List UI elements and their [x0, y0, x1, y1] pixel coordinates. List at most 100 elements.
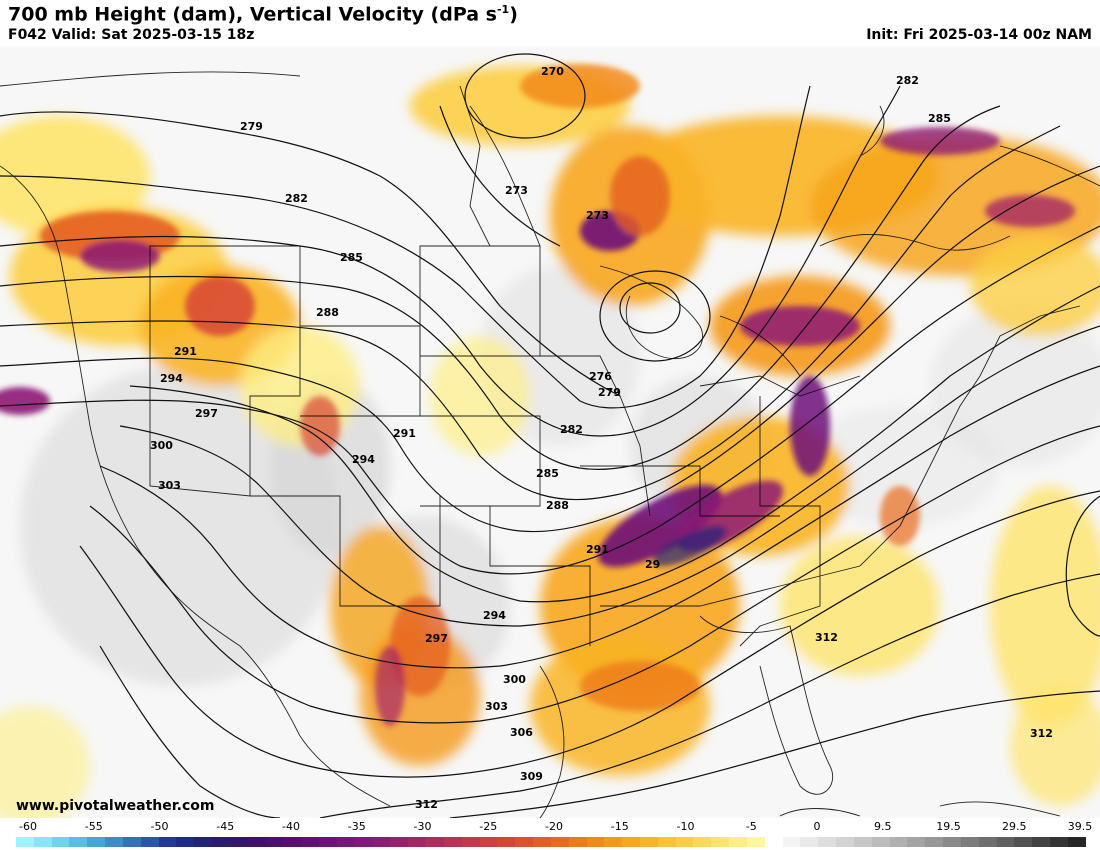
- weather-map[interactable]: 270 273 273 276 279 279 282 282 282 285 …: [0, 46, 1100, 818]
- colorbar-swatch: [16, 837, 34, 847]
- website-link[interactable]: www.pivotalweather.com: [16, 798, 215, 814]
- contour-label: 303: [158, 479, 181, 492]
- colorbar-swatch: [782, 837, 801, 847]
- contour-label: 300: [150, 439, 173, 452]
- colorbar-swatch: [533, 837, 551, 847]
- contour-label: 270: [541, 65, 564, 78]
- colorbar-tick-label: -5: [745, 820, 757, 833]
- contour-label: 312: [1030, 727, 1053, 740]
- colorbar-tick-label: 9.5: [874, 820, 892, 833]
- colorbar-swatch: [675, 837, 694, 847]
- colorbar-swatch: [960, 837, 979, 847]
- colorbar-swatch: [497, 837, 516, 847]
- geographic-borders: [0, 71, 1100, 818]
- colorbar-swatch: [818, 837, 837, 847]
- contour-label: 285: [928, 112, 951, 125]
- colorbar-swatch: [515, 837, 534, 847]
- colorbar-tick-label: -30: [413, 820, 432, 833]
- contour-label: 303: [485, 700, 508, 713]
- colorbar-swatch: [925, 837, 944, 847]
- colorbar-tick-label: -25: [479, 820, 498, 833]
- colorbar-swatch: [657, 837, 676, 847]
- colorbar-tick-label: -50: [150, 820, 169, 833]
- colorbar-swatch: [140, 837, 159, 847]
- contour-label: 285: [536, 467, 559, 480]
- colorbar-swatch: [996, 837, 1015, 847]
- contour-label: 300: [503, 673, 526, 686]
- colorbar-swatch: [943, 837, 961, 847]
- colorbar-swatch: [265, 837, 284, 847]
- contour-label: 291: [393, 427, 416, 440]
- contour-label: 273: [505, 184, 528, 197]
- contour-label: 297: [425, 632, 448, 645]
- contour-label: 273: [586, 209, 609, 222]
- colorbar-swatch: [853, 837, 872, 847]
- colorbar-swatch: [408, 837, 427, 847]
- colorbar-tick-label: -20: [545, 820, 563, 833]
- colorbar-tick-label: -15: [610, 820, 629, 833]
- colorbar-swatch: [229, 837, 248, 847]
- colorbar-swatch: [319, 837, 337, 847]
- valid-time: F042 Valid: Sat 2025-03-15 18z: [8, 27, 255, 43]
- colorbar-swatch: [836, 837, 854, 847]
- colorbar-swatch: [1067, 837, 1086, 847]
- colorbar-swatch: [1032, 837, 1051, 847]
- contour-label: 282: [285, 192, 308, 205]
- contour-label: 282: [560, 423, 583, 436]
- colorbar-swatch: [87, 837, 106, 847]
- strong-lift-cores: [0, 64, 1075, 726]
- colorbar-swatch: [1014, 837, 1033, 847]
- colorbar-swatch: [693, 837, 712, 847]
- contour-label: 29: [645, 558, 660, 571]
- colorbar-swatch: [800, 837, 819, 847]
- colorbar-swatch: [550, 837, 569, 847]
- colorbar-swatch: [158, 837, 177, 847]
- contour-label: 294: [352, 453, 375, 466]
- pivotal-weather-logo: pivotal weather: [779, 814, 1100, 818]
- contour-label: 312: [815, 631, 838, 644]
- contour-label: 294: [483, 609, 506, 622]
- colorbar-swatch: [1050, 837, 1068, 847]
- contour-label: 291: [586, 543, 609, 556]
- colorbar-ticks: -60 -55 -50 -45 -40 -35 -30 -25 -20 -15 -10 -5 0 9.5 1…: [0, 818, 1100, 836]
- contour-label: 285: [340, 251, 363, 264]
- colorbar-swatch: [336, 837, 355, 847]
- contour-label: 306: [510, 726, 533, 739]
- colorbar-swatch: [105, 837, 123, 847]
- colorbar-swatch: [604, 837, 623, 847]
- colorbar-swatch: [586, 837, 605, 847]
- colorbar-swatch: [390, 837, 409, 847]
- colorbar-swatch: [176, 837, 195, 847]
- colorbar-tick-label: 29.5: [1002, 820, 1027, 833]
- contour-label: 294: [160, 372, 183, 385]
- colorbar-swatch: [479, 837, 498, 847]
- colorbar-swatch: [247, 837, 266, 847]
- contour-label: 291: [174, 345, 197, 358]
- colorbar-swatch: [978, 837, 997, 847]
- init-time: Init: Fri 2025-03-14 00z NAM: [866, 27, 1092, 43]
- colorbar-swatch: [426, 837, 444, 847]
- colorbar-swatch: [194, 837, 213, 847]
- colorbar-swatch: [729, 837, 747, 847]
- colorbar-swatch: [354, 837, 373, 847]
- colorbar-swatch: [907, 837, 926, 847]
- colorbar-swatch: [122, 837, 141, 847]
- colorbar-swatch: [568, 837, 587, 847]
- colorbar-swatch: [889, 837, 908, 847]
- contour-label: 279: [598, 386, 621, 399]
- colorbar-tick-label: -55: [84, 820, 103, 833]
- colorbar-swatches: [16, 837, 1086, 847]
- colorbar-swatch: [461, 837, 480, 847]
- colorbar-tick-label: -10: [676, 820, 695, 833]
- map-canvas: 270 273 273 276 279 279 282 282 282 285 …: [0, 53, 1100, 818]
- colorbar-swatch: [746, 837, 765, 847]
- colorbar-tick-label: -60: [19, 820, 37, 833]
- contour-label: 312: [415, 798, 438, 811]
- colorbar-tick-label: 39.5: [1067, 820, 1093, 833]
- colorbar-swatch: [443, 837, 462, 847]
- colorbar-swatch: [69, 837, 88, 847]
- chart-title: 700 mb Height (dam), Vertical Velocity (…: [8, 3, 518, 26]
- colorbar-legend: -60 -55 -50 -45 -40 -35 -30 -25 -20 -15 -10 -5 0 9.5 1…: [0, 818, 1100, 850]
- colorbar-swatch: [33, 837, 52, 847]
- colorbar-swatch: [301, 837, 320, 847]
